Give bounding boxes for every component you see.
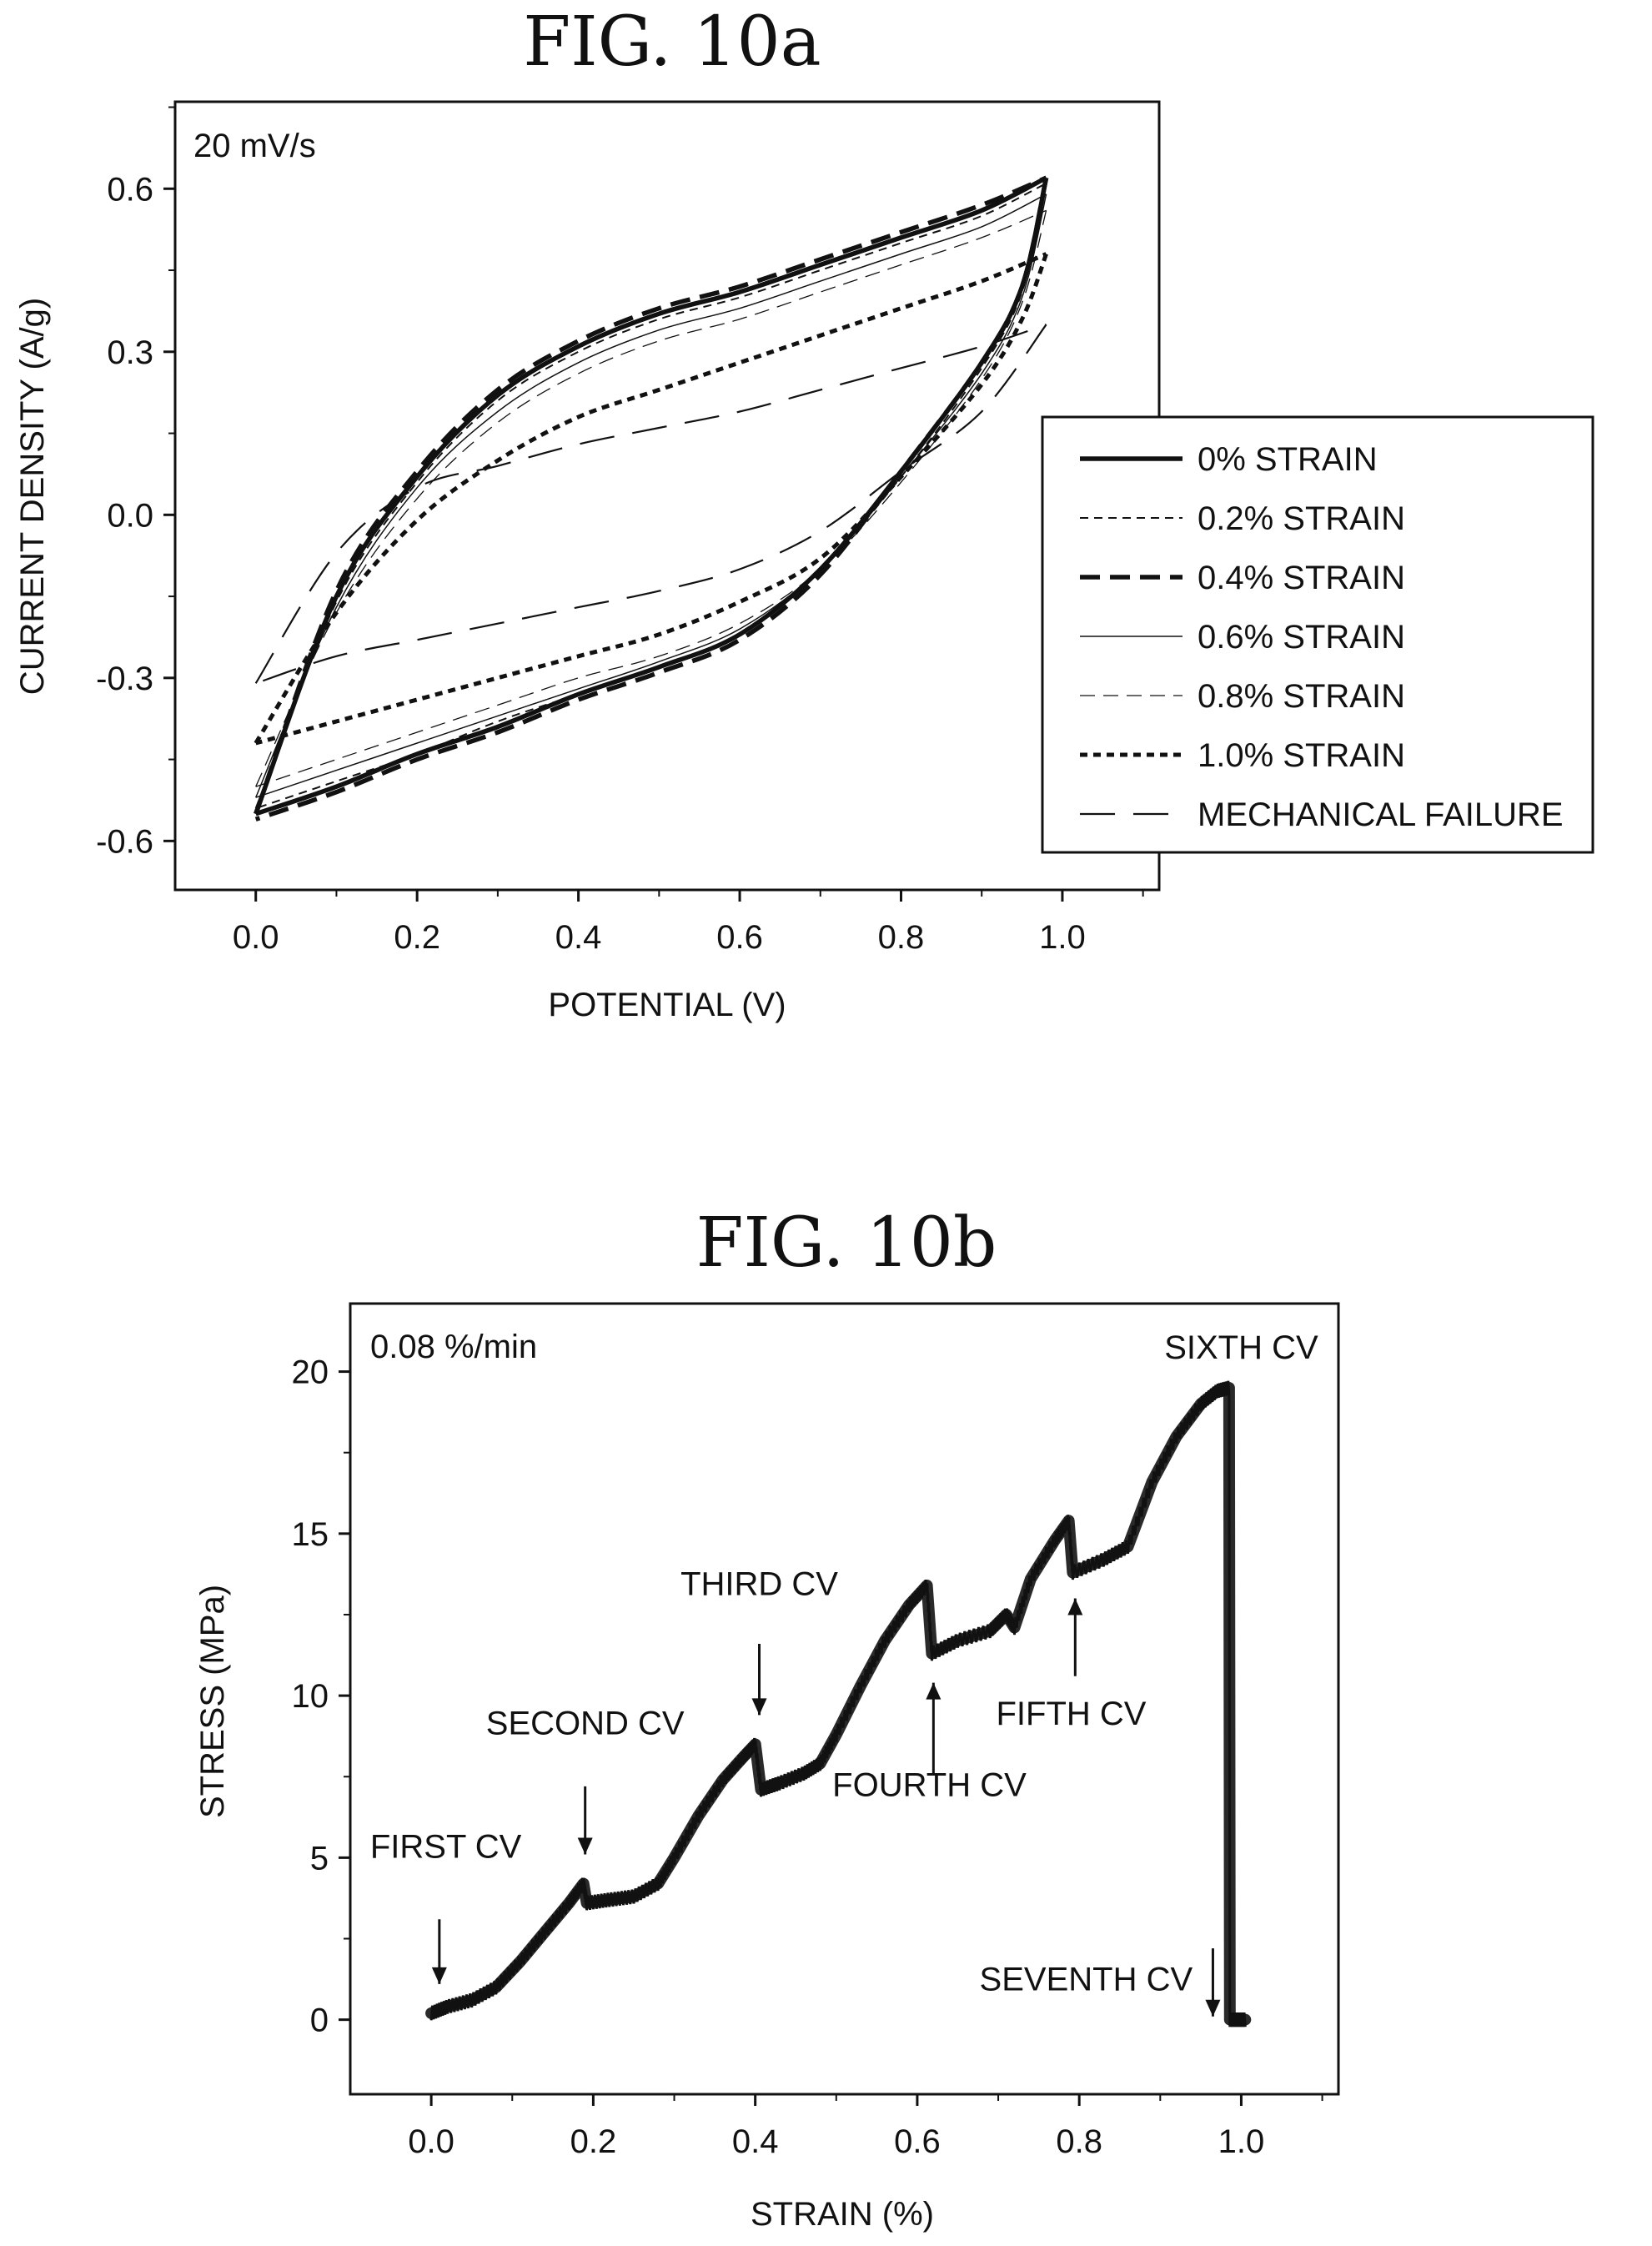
x-tick-label: 0.4 [555,919,602,956]
y-tick-label: -0.6 [96,823,153,860]
cv-label: FIFTH CV [996,1696,1146,1732]
cv-branch-cathodic [254,177,1049,822]
x-tick-label: 0.6 [716,919,763,956]
strain-rate-label: 0.08 %/min [370,1329,537,1365]
cv-series [254,175,1049,822]
y-tick-label: 10 [292,1678,329,1715]
cv-label: SECOND CV [486,1706,685,1742]
cv-arrow-head [431,1967,447,1984]
x-tick-label: 0.8 [1056,2123,1102,2160]
stress-noise [429,1380,1247,2027]
x-tick-label: 0.0 [408,2123,454,2160]
axis-ticks-10a: 0.0 0.2 0.4 0.6 0.8 1.0 -0.6 -0.3 0.0 0.3 0.6 [96,106,1144,956]
x-axis-label-10b: STRAIN (%) [751,2196,934,2233]
legend-box [1041,415,1594,854]
cv-arrow-head [1067,1598,1083,1615]
cv-branch-cathodic [255,210,1047,787]
plot-frame-10b [349,1302,1340,2096]
y-tick-label: -0.3 [96,661,153,697]
figure-title-10b: FIG. 10b [696,1203,997,1283]
cv-annotation: SECOND CV [486,1706,685,1855]
cv-series [254,252,1048,746]
y-tick-label: 0 [310,2002,329,2039]
cv-branch-anodic [254,175,1047,815]
cv-label: THIRD CV [680,1566,838,1603]
x-tick-label: 0.2 [394,919,440,956]
cv-series [255,193,1047,798]
cv-series [254,182,1047,810]
cv-annotation: THIRD CV [680,1566,838,1716]
axis-ticks-10b: 0.0 0.2 0.4 0.6 0.8 1.0 0 5 10 15 20 [292,1354,1323,2160]
y-tick-label: 0.0 [107,497,153,534]
y-tick-label: 15 [292,1516,329,1553]
cv-branch-cathodic [255,193,1047,798]
cv-branch-anodic [254,252,1047,745]
cv-annotation: FIFTH CV [996,1598,1147,1732]
figure-title-10a: FIG. 10a [523,3,821,82]
plot-frame-10a [173,100,1161,892]
legend-label: MECHANICAL FAILURE [1198,796,1564,833]
cv-series [254,175,1049,816]
chart-10b: FIG. 10b 0.0 0.2 0.4 0.6 0.8 1.0 0 5 10 15 20 FIRS… [194,1203,1340,2233]
chart-10a: FIG. 10a 0.0 0.2 0.4 0.6 0.8 1.0-0.6-0.30.00.… [14,3,1594,1023]
legend-label: 0.6% STRAIN [1198,619,1405,656]
cv-label: SEVENTH CV [980,1962,1193,1998]
y-tick-label: 5 [310,1840,329,1877]
cv-label: SIXTH CV [1164,1329,1318,1366]
y-tick-label: 20 [292,1354,329,1391]
cv-annotation: FIRST CV [370,1828,522,1984]
cv-label: FIRST CV [370,1828,522,1865]
x-tick-label: 1.0 [1039,919,1086,956]
scan-rate-label: 20 mV/s [193,128,316,164]
stress-strain-curve [425,1380,1252,2027]
cv-annotation: SEVENTH CV [980,1948,1221,2017]
cv-annotation: SIXTH CV [1164,1329,1318,1366]
legend-label: 1.0% STRAIN [1198,737,1405,774]
legend-label: 0.2% STRAIN [1198,500,1405,537]
cv-annotation: FOURTH CV [832,1682,1027,1804]
cv-arrow-head [577,1837,593,1855]
x-tick-label: 0.4 [732,2123,779,2160]
cv-branch-anodic [254,324,1047,684]
cv-series [255,209,1047,787]
cv-branch-anodic [254,182,1047,809]
cv-branch-anodic [254,175,1047,815]
legend-label: 0.4% STRAIN [1198,560,1405,596]
cv-curves [254,175,1049,822]
cv-arrow-head [1205,1999,1221,2017]
y-tick-label: 0.6 [107,171,153,208]
y-axis-label-10b: STRESS (MPa) [194,1585,231,1818]
cv-branch-cathodic [254,177,1049,816]
cv-branch-anodic [255,209,1047,787]
legend-label: 0% STRAIN [1198,441,1378,478]
x-axis-label-10a: POTENTIAL (V) [548,987,786,1023]
cv-annotations: FIRST CV SECOND CV THIRD CV FOURTH CV FIFTH … [370,1329,1318,2017]
cv-branch-anodic [255,193,1047,798]
y-tick-label: 0.3 [107,334,153,371]
legend: 0% STRAIN 0.2% STRAIN 0.4% STRAIN 0.6% STRA… [1041,415,1594,854]
x-tick-label: 0.6 [894,2123,941,2160]
cv-label: FOURTH CV [832,1767,1027,1804]
cv-branch-cathodic [255,253,1048,746]
cv-arrow-head [926,1682,941,1700]
x-tick-label: 1.0 [1218,2123,1265,2160]
cv-branch-cathodic [255,324,1047,685]
x-tick-label: 0.8 [878,919,925,956]
x-tick-label: 0.2 [570,2123,617,2160]
legend-label: 0.8% STRAIN [1198,678,1405,715]
cv-branch-cathodic [255,183,1047,810]
cv-arrow-head [751,1698,767,1716]
x-tick-label: 0.0 [233,919,279,956]
y-axis-label-10a: CURRENT DENSITY (A/g) [14,298,51,695]
cv-series [254,324,1047,685]
